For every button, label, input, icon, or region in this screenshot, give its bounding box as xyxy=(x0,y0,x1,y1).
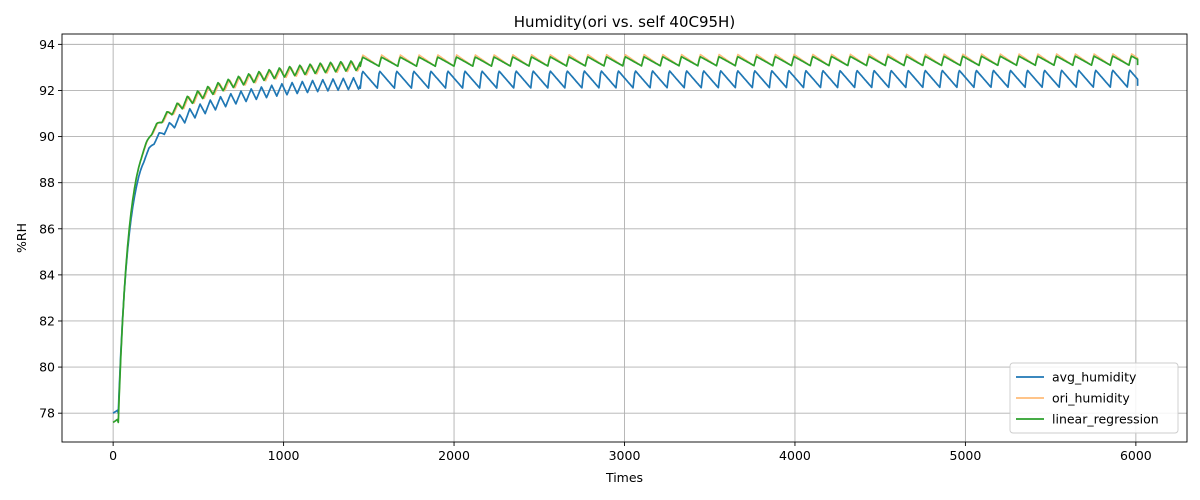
legend: avg_humidity ori_humidity linear_regressio… xyxy=(1009,362,1179,434)
chart-title: Humidity(ori vs. self 40C95H) xyxy=(514,13,735,31)
legend-label: ori_humidity xyxy=(1052,391,1130,406)
x-tick-label: 0 xyxy=(109,448,117,463)
legend-label: linear_regression xyxy=(1052,412,1159,427)
x-tick-label: 4000 xyxy=(779,448,811,463)
series-line-linear-regression xyxy=(112,55,1139,424)
y-tick-label: 78 xyxy=(39,406,55,421)
x-tick-label: 2000 xyxy=(438,448,470,463)
legend-box xyxy=(1009,362,1179,434)
x-tick-label: 6000 xyxy=(1120,448,1152,463)
y-tick-label: 84 xyxy=(39,267,55,282)
axis-ticks: 0 1000 2000 3000 4000 5000 6000 78 80 82 84 86 88 90 9… xyxy=(39,37,1152,463)
grid xyxy=(62,34,1187,442)
series-lines xyxy=(112,53,1139,424)
y-tick-label: 92 xyxy=(39,83,55,98)
y-tick-label: 88 xyxy=(39,175,55,190)
y-tick-label: 82 xyxy=(39,313,55,328)
y-tick-label: 86 xyxy=(39,221,55,236)
y-tick-label: 80 xyxy=(39,360,55,375)
y-tick-label: 94 xyxy=(39,37,55,52)
legend-label: avg_humidity xyxy=(1052,370,1137,385)
y-axis-label: %RH xyxy=(14,223,29,253)
series-line-avg-humidity xyxy=(112,69,1139,415)
x-tick-label: 1000 xyxy=(268,448,300,463)
y-tick-label: 90 xyxy=(39,129,55,144)
x-axis-label: Times xyxy=(605,470,643,485)
x-tick-label: 3000 xyxy=(609,448,641,463)
x-tick-label: 5000 xyxy=(950,448,982,463)
